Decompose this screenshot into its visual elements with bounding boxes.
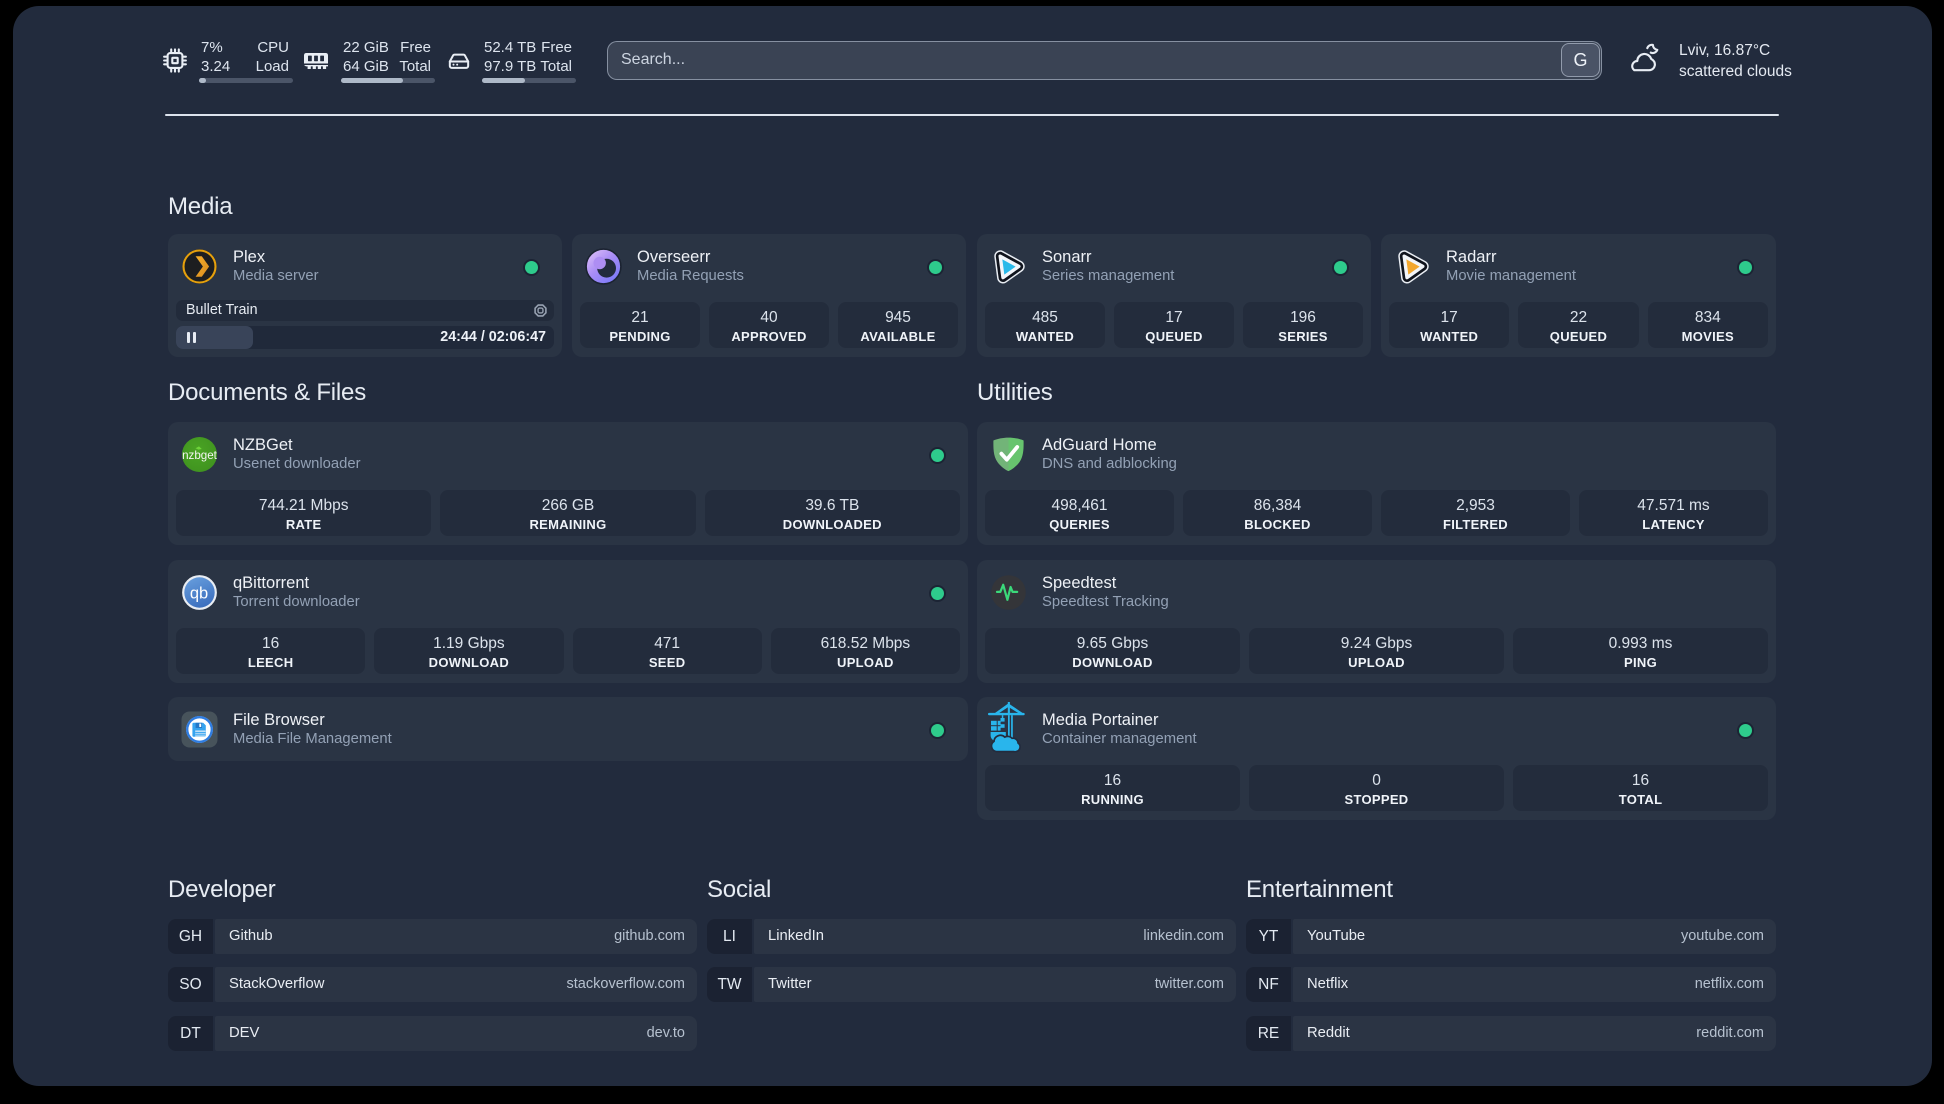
svg-text:nzbget: nzbget [182, 449, 218, 462]
svg-text:qb: qb [190, 585, 208, 603]
